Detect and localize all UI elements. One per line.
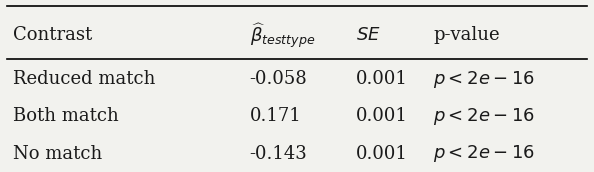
Text: 0.001: 0.001	[356, 70, 408, 88]
Text: 0.171: 0.171	[249, 108, 301, 125]
Text: $\widehat{\beta}_{testtype}$: $\widehat{\beta}_{testtype}$	[249, 21, 315, 50]
Text: p-value: p-value	[433, 26, 500, 44]
Text: No match: No match	[13, 145, 102, 163]
Text: $p < 2e - 16$: $p < 2e - 16$	[433, 106, 535, 127]
Text: Both match: Both match	[13, 108, 119, 125]
Text: $SE$: $SE$	[356, 26, 381, 44]
Text: $p < 2e - 16$: $p < 2e - 16$	[433, 143, 535, 164]
Text: 0.001: 0.001	[356, 108, 408, 125]
Text: -0.143: -0.143	[249, 145, 308, 163]
Text: Contrast: Contrast	[13, 26, 93, 44]
Text: 0.001: 0.001	[356, 145, 408, 163]
Text: $p < 2e - 16$: $p < 2e - 16$	[433, 69, 535, 90]
Text: -0.058: -0.058	[249, 70, 308, 88]
Text: Reduced match: Reduced match	[13, 70, 156, 88]
